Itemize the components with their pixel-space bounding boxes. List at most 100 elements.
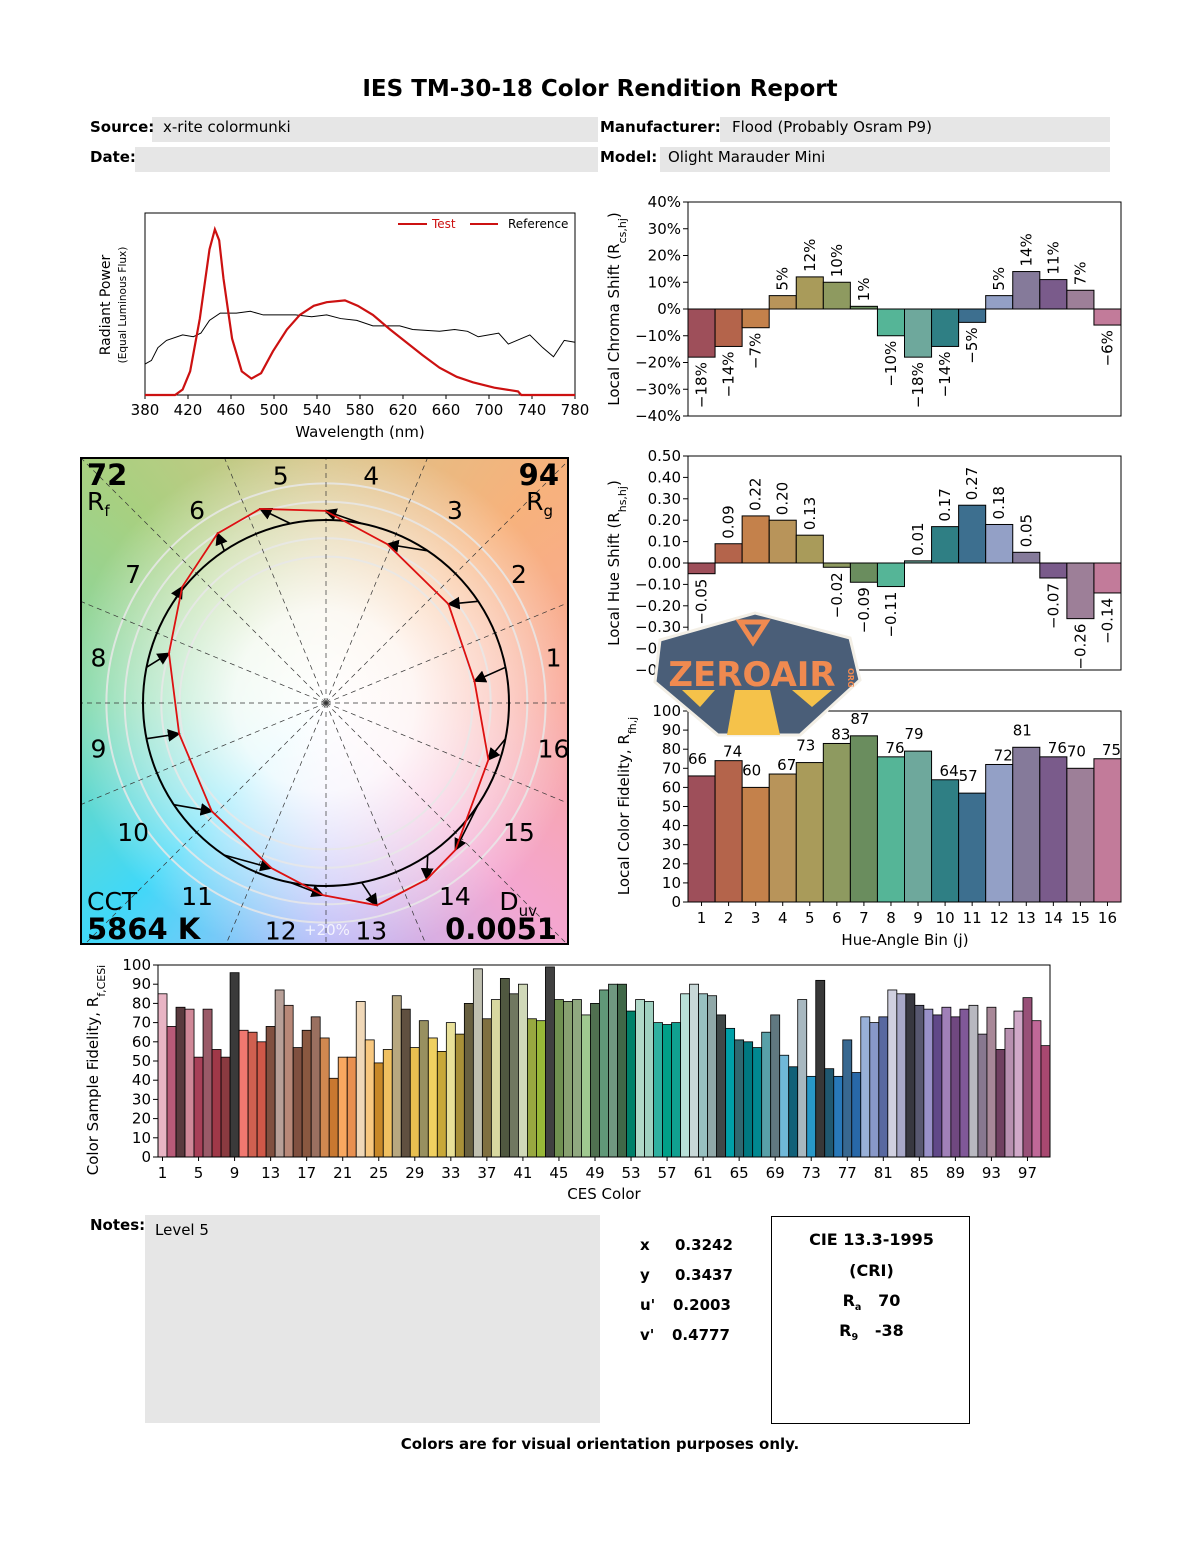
bar-value-label: 76 bbox=[885, 739, 904, 757]
chroma-ylabel: Local Chroma Shift (Rcs,hj) bbox=[605, 212, 629, 406]
bar bbox=[418, 1020, 429, 1158]
bar bbox=[741, 515, 770, 564]
x-tick-label: 73 bbox=[802, 1164, 821, 1182]
bar bbox=[175, 1006, 186, 1158]
bar-value-label: 0.13 bbox=[801, 497, 819, 530]
bar bbox=[931, 308, 960, 347]
bar bbox=[806, 1075, 817, 1158]
bar bbox=[968, 1004, 979, 1158]
bar bbox=[741, 308, 770, 329]
bar bbox=[716, 1014, 727, 1158]
bar bbox=[166, 1026, 177, 1158]
bar-value-label: −6% bbox=[1098, 330, 1116, 366]
y-tick-label: 10% bbox=[648, 273, 681, 291]
bar-value-label: 0.20 bbox=[774, 482, 792, 515]
bar-value-label: 76 bbox=[1048, 739, 1067, 757]
x-tick-label: 45 bbox=[549, 1164, 568, 1182]
bar-value-label: 10% bbox=[828, 244, 846, 277]
bar bbox=[1066, 767, 1095, 903]
duv-label-main: D bbox=[499, 887, 519, 916]
bar-value-label: −18% bbox=[909, 362, 927, 408]
hue-bin-label: 2 bbox=[511, 560, 527, 589]
bar bbox=[687, 775, 716, 903]
chroma-ylabel-end: ) bbox=[605, 212, 623, 218]
bar-value-label: 73 bbox=[796, 737, 815, 755]
bar-value-label: 70 bbox=[1067, 742, 1086, 760]
bar bbox=[985, 295, 1014, 310]
bar bbox=[463, 1003, 474, 1158]
bar bbox=[950, 1016, 961, 1158]
rf-label: Rf bbox=[87, 489, 110, 519]
bar-value-label: 75 bbox=[1102, 741, 1121, 759]
bar bbox=[752, 1047, 763, 1158]
bar bbox=[274, 989, 285, 1158]
bar bbox=[499, 978, 510, 1158]
bar bbox=[346, 1056, 357, 1158]
bar bbox=[714, 543, 743, 564]
cct-value: 5864 K bbox=[87, 912, 201, 945]
y-tick-label: 80 bbox=[132, 994, 151, 1012]
y-tick-label: 0.20 bbox=[648, 511, 681, 529]
bar bbox=[958, 308, 987, 323]
bar bbox=[1066, 289, 1095, 310]
y-tick-label: 10 bbox=[132, 1129, 151, 1147]
bar bbox=[849, 562, 878, 583]
y-tick-label: 20 bbox=[662, 855, 681, 873]
bar-value-label: −0.26 bbox=[1071, 624, 1089, 670]
bar-value-label: 81 bbox=[1013, 721, 1032, 739]
x-tick-label: 9 bbox=[230, 1164, 240, 1182]
chart-frame bbox=[687, 710, 1122, 903]
notes-box bbox=[145, 1215, 600, 1423]
bar bbox=[1004, 1027, 1015, 1158]
bar bbox=[768, 519, 797, 564]
y-tick-label: 0.00 bbox=[648, 554, 681, 572]
hue-bin-label: 6 bbox=[189, 496, 205, 525]
hue-bin-label: 5 bbox=[273, 461, 289, 490]
bar bbox=[247, 1031, 258, 1158]
y-tick-label: 50 bbox=[132, 1052, 151, 1070]
bar bbox=[193, 1056, 204, 1158]
x-tick-label: 17 bbox=[297, 1164, 316, 1182]
bar-value-label: 14% bbox=[1017, 233, 1035, 266]
bar-value-label: −0.09 bbox=[855, 587, 873, 633]
bar-value-label: 0.05 bbox=[1017, 514, 1035, 547]
x-tick-label: 740 bbox=[518, 401, 547, 419]
bar bbox=[202, 1008, 213, 1158]
bar bbox=[671, 1022, 681, 1158]
ra-value: 70 bbox=[878, 1291, 901, 1310]
bar bbox=[822, 562, 851, 568]
bar bbox=[1013, 1010, 1024, 1158]
coord-label: x bbox=[640, 1236, 650, 1254]
bar bbox=[887, 989, 898, 1158]
bar bbox=[229, 972, 240, 1158]
bar-value-label: 83 bbox=[831, 725, 850, 743]
bar-value-label: −5% bbox=[963, 327, 981, 363]
x-tick-label: 85 bbox=[910, 1164, 929, 1182]
x-tick-label: 5 bbox=[194, 1164, 204, 1182]
y-tick-label: 0.10 bbox=[648, 533, 681, 551]
bar-value-label: 0.01 bbox=[909, 522, 927, 555]
bar bbox=[545, 966, 555, 1158]
bar bbox=[768, 295, 797, 310]
bar bbox=[770, 1014, 781, 1158]
bar-value-label: −14% bbox=[720, 351, 738, 397]
bar bbox=[445, 1022, 456, 1158]
rf-value: 72 bbox=[87, 458, 128, 492]
bar-value-label: 12% bbox=[801, 239, 819, 272]
x-tick-label: 380 bbox=[131, 401, 160, 419]
watermark-text: ZEROAIR bbox=[668, 655, 835, 695]
x-tick-label: 3 bbox=[751, 909, 761, 927]
bar bbox=[904, 308, 933, 358]
x-tick-label: 81 bbox=[874, 1164, 893, 1182]
x-tick-label: 37 bbox=[477, 1164, 496, 1182]
bar bbox=[355, 1001, 366, 1158]
y-tick-label: 80 bbox=[662, 740, 681, 758]
bar bbox=[687, 562, 716, 575]
bar bbox=[985, 763, 1014, 903]
fidelity-ylabel: Local Color Fidelity, Rfh,j bbox=[615, 717, 639, 896]
hue-ylabel-end: ) bbox=[605, 480, 623, 486]
bar bbox=[1031, 1020, 1042, 1158]
x-tick-label: 93 bbox=[982, 1164, 1001, 1182]
bar-value-label: −0.05 bbox=[693, 579, 711, 625]
